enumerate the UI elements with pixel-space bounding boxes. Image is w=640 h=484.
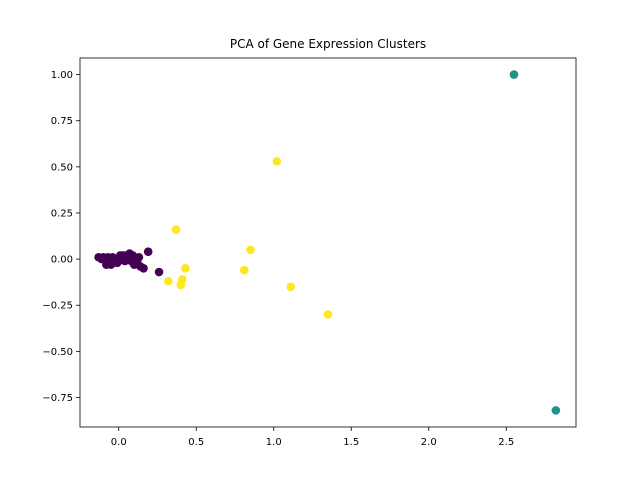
x-tick-label: 0.0 — [111, 437, 127, 448]
x-tick-label: 2.5 — [498, 437, 514, 448]
scatter-point-series-1-31 — [154, 267, 164, 277]
scatter-point-series-3-6 — [240, 265, 249, 275]
y-axis: −0.75 −0.50 −0.25 0.00 0.25 0.50 0.75 1.00 — [42, 70, 80, 404]
scatter-point-series-1-27 — [134, 252, 144, 262]
x-tick-label: 1.5 — [343, 437, 359, 448]
scatter-point-series-2-1 — [509, 70, 519, 79]
x-axis: 0.0 0.5 1.0 1.5 2.0 2.5 — [111, 427, 514, 448]
y-tick-label: 0.00 — [51, 255, 73, 266]
chart-title: PCA of Gene Expression Clusters — [230, 37, 426, 51]
x-tick-label: 1.0 — [266, 437, 282, 448]
scatter-point-series-3-2 — [171, 225, 181, 234]
scatter-point-series-3-9 — [286, 282, 296, 292]
scatter-point-series-3-4 — [178, 275, 187, 284]
y-tick-label: 0.75 — [51, 116, 73, 127]
scatter-point-series-3-1 — [164, 276, 173, 286]
scatter-point-series-3-8 — [272, 157, 282, 166]
scatter-point-series-3-5 — [181, 264, 190, 273]
x-tick-label: 0.5 — [188, 437, 204, 448]
y-tick-label: −0.75 — [42, 393, 73, 404]
y-tick-label: −0.25 — [42, 301, 73, 312]
y-tick-label: −0.50 — [42, 347, 73, 358]
scatter-point-series-1-30 — [143, 247, 153, 257]
scatter-point-series-3-7 — [246, 245, 255, 255]
plot-area-frame — [79, 57, 577, 428]
y-tick-label: 0.25 — [51, 208, 73, 219]
scatter-point-series-2-2 — [551, 406, 561, 415]
y-tick-label: 1.00 — [51, 70, 73, 81]
x-tick-label: 2.0 — [421, 437, 437, 448]
y-tick-label: 0.50 — [51, 162, 73, 173]
scatter-point-series-3-10 — [323, 310, 333, 319]
scatter-point-series-1-29 — [139, 264, 148, 273]
points-layer — [94, 70, 561, 415]
